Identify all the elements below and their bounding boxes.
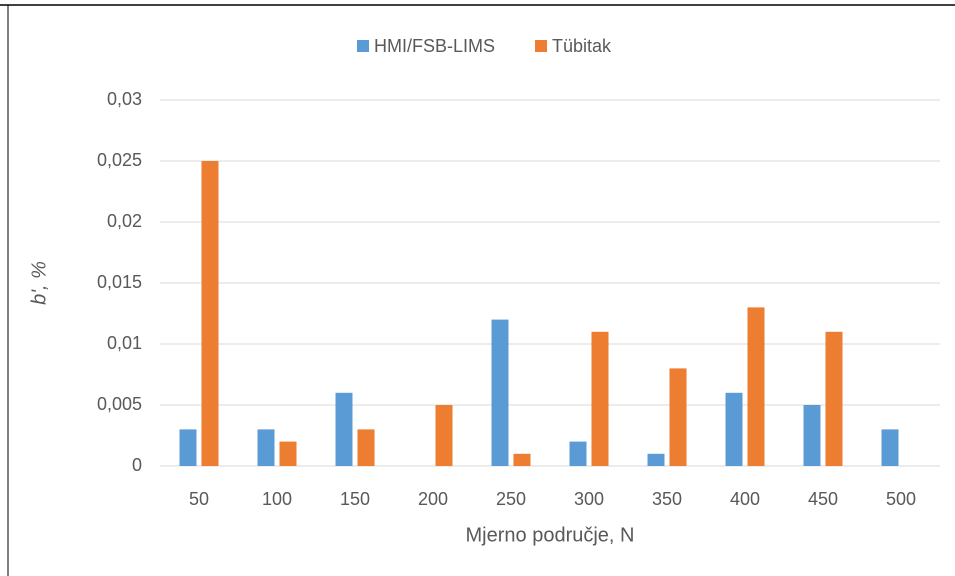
- y-tick-label: 0,03: [107, 89, 142, 109]
- bar: [569, 441, 587, 466]
- bar: [435, 405, 453, 466]
- bar: [669, 368, 687, 466]
- x-axis-title: Mjerno područje, N: [466, 524, 635, 546]
- bar: [357, 429, 375, 466]
- y-tick-label: 0,025: [97, 150, 142, 170]
- x-tick-label: 50: [189, 489, 209, 509]
- legend-label: Tübitak: [552, 36, 612, 56]
- legend-label: HMI/FSB-LIMS: [374, 36, 495, 56]
- x-tick-label: 500: [886, 489, 916, 509]
- bar: [647, 453, 665, 466]
- x-tick-label: 400: [730, 489, 760, 509]
- x-tick-label: 250: [496, 489, 526, 509]
- bar: [881, 429, 899, 466]
- y-tick-label: 0,01: [107, 333, 142, 353]
- x-tick-label: 450: [808, 489, 838, 509]
- y-axis-title: b', %: [28, 261, 50, 305]
- bar: [747, 307, 765, 466]
- legend-swatch: [535, 40, 548, 52]
- y-tick-label: 0,02: [107, 211, 142, 231]
- y-tick-label: 0,015: [97, 272, 142, 292]
- bar: [803, 405, 821, 466]
- y-tick-label: 0: [132, 455, 142, 475]
- bar: [279, 441, 297, 466]
- x-tick-label: 150: [340, 489, 370, 509]
- bar: [825, 331, 843, 466]
- x-tick-label: 300: [574, 489, 604, 509]
- x-tick-label: 350: [652, 489, 682, 509]
- bar: [257, 429, 275, 466]
- bar: [513, 453, 531, 466]
- x-tick-label: 200: [418, 489, 448, 509]
- bar: [179, 429, 197, 466]
- y-tick-label: 0,005: [97, 394, 142, 414]
- bar: [591, 331, 609, 466]
- bar: [491, 319, 509, 466]
- bar: [201, 161, 219, 466]
- bar: [725, 392, 743, 466]
- bar: [335, 392, 353, 466]
- x-tick-label: 100: [262, 489, 292, 509]
- legend-swatch: [357, 40, 369, 52]
